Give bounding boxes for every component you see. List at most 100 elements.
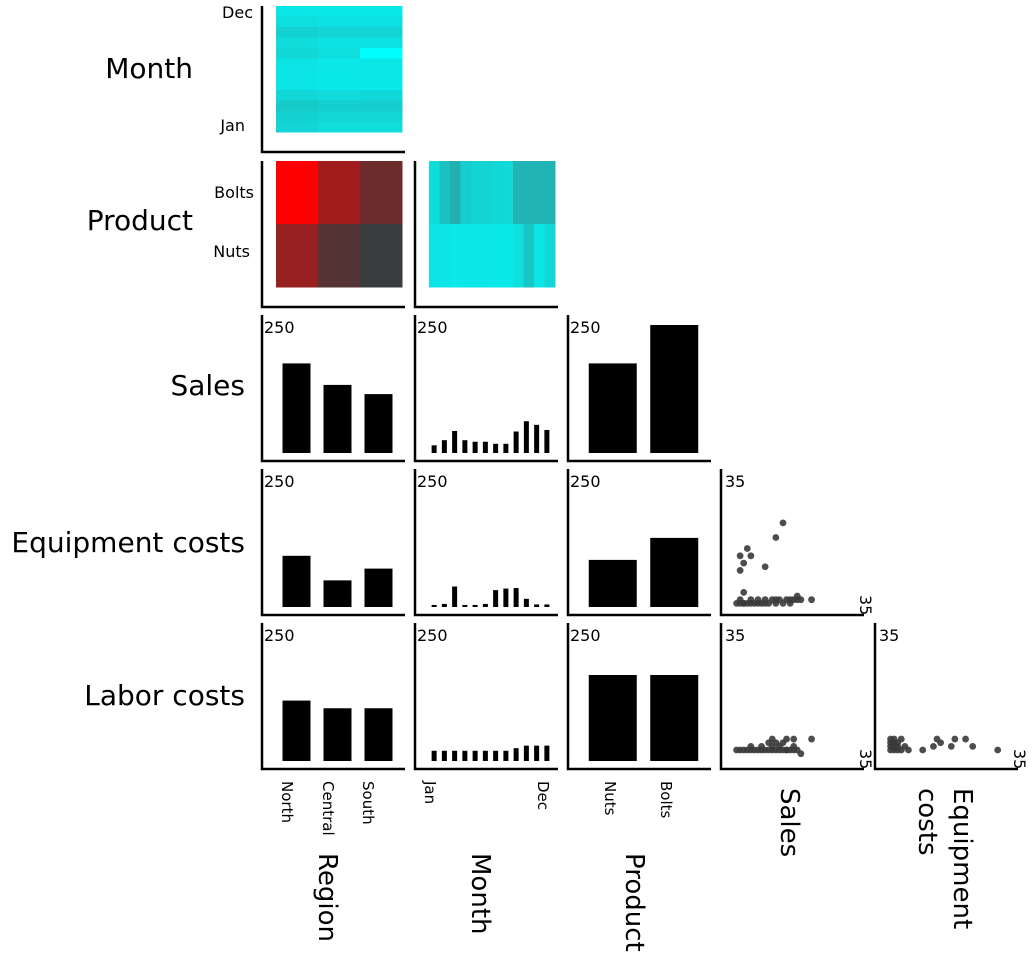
heatmap-month-region-cell <box>360 90 403 101</box>
heatmap-month-region-cell <box>276 79 319 91</box>
heatmap-month-region-cell <box>318 100 361 112</box>
scatter-equipment-labor-axes <box>873 623 1018 771</box>
bar-labor-month-bar <box>534 745 540 761</box>
col-tick-region: Central <box>319 781 337 836</box>
scatter-sales-labor-point <box>747 742 755 750</box>
bar-sales-month-bar <box>544 429 550 453</box>
scatter-sales-equipment-point <box>761 599 769 607</box>
bar-labor-month-bar <box>513 748 519 761</box>
heatmap-month-region-cell <box>360 69 403 80</box>
heatmap-month-region-cell <box>318 121 361 133</box>
scatter-sales-equipment-point <box>747 552 755 560</box>
heatmap-product-tick-bolts: Bolts <box>214 183 254 202</box>
heatmap-product-month-cell <box>544 224 556 288</box>
scatter-equipment-labor-point <box>905 746 912 754</box>
heatmap-product-month-cell <box>460 161 472 225</box>
bar-sales-month-bar <box>472 441 478 453</box>
heatmap-month-region-cell <box>276 27 319 38</box>
heatmap-month-region-cell <box>360 100 403 112</box>
col-tick-month-jan: Jan <box>421 780 439 804</box>
col-label-month: Month <box>465 853 495 935</box>
bar-labor-month-bar <box>441 750 447 761</box>
heatmap-product-month-cell <box>450 224 461 288</box>
bar-equipment-month-axes <box>413 469 558 617</box>
bar-labor-product-bar <box>650 674 699 761</box>
scatter-sales-equipment-point <box>793 592 801 600</box>
scatter-equipment-labor-point <box>919 746 927 754</box>
heatmap-product-month-cell <box>481 161 493 225</box>
bar-labor-month-ytick: 250 <box>417 626 448 645</box>
scatter-equipment-labor-xtick: 35 <box>1010 749 1029 769</box>
bar-equipment-month-bar <box>441 603 447 607</box>
heatmap-month-region-cell <box>360 111 403 122</box>
scatter-equipment-labor-point <box>930 742 937 750</box>
bar-equipment-month-bar <box>523 598 529 607</box>
heatmap-product-month-cell <box>481 224 493 288</box>
bar-labor-month-bar <box>544 745 550 761</box>
bar-equipment-region-ytick: 250 <box>264 472 295 491</box>
scatter-sales-labor-point <box>808 735 815 743</box>
scatter-sales-labor-point <box>797 750 805 758</box>
scatter-sales-equipment-point <box>754 596 762 604</box>
scatter-sales-equipment-xtick: 35 <box>856 595 875 615</box>
bar-sales-month-ytick: 250 <box>417 318 448 337</box>
heatmap-month-region-cell <box>276 58 319 70</box>
bar-sales-region-bar <box>364 394 393 453</box>
bar-labor-month-bar <box>452 750 458 761</box>
heatmap-product-tick-nuts: Nuts <box>213 242 250 261</box>
heatmap-product-month-cell <box>429 161 440 225</box>
bar-labor-month-bar <box>482 750 488 761</box>
bar-sales-product-bar <box>650 325 699 453</box>
bar-sales-month-bar <box>452 430 458 453</box>
heatmap-product-region-cell <box>318 161 361 225</box>
heatmap-product-month-axes <box>413 161 558 309</box>
heatmap-product-region-cell <box>360 161 403 225</box>
bar-sales-product-bar <box>588 363 637 453</box>
bar-sales-month-bar <box>513 431 519 453</box>
bar-sales-month-bar <box>493 443 499 453</box>
scatter-sales-equipment-point <box>740 599 748 607</box>
scatter-sales-equipment-point <box>761 563 769 571</box>
bar-equipment-product-ytick: 250 <box>570 472 601 491</box>
row-label: Labor costs <box>84 679 245 712</box>
col-label-sales: Sales <box>774 788 804 857</box>
bar-labor-month-bar <box>431 750 437 761</box>
scatter-sales-equipment-point <box>786 596 794 604</box>
bar-labor-month-bar <box>493 750 499 761</box>
heatmap-product-month-cell <box>502 224 514 288</box>
bar-labor-region-bar <box>323 708 352 761</box>
heatmap-month-tick-jan: Jan <box>219 116 245 135</box>
bar-sales-month-bar <box>523 421 529 453</box>
bar-equipment-month-bar <box>544 604 550 607</box>
bar-labor-month-bar <box>462 750 468 761</box>
col-tick-product-nuts: Nuts <box>601 781 619 816</box>
heatmap-month-region-cell <box>276 100 319 112</box>
scatter-sales-labor-point <box>758 742 765 750</box>
bar-sales-month-bar <box>462 440 468 453</box>
heatmap-product-region-cell <box>318 224 361 288</box>
heatmap-product-month-cell <box>513 224 524 288</box>
bar-equipment-month-bar <box>482 603 488 607</box>
bar-sales-month-bar <box>534 424 540 453</box>
heatmap-month-region-cell <box>318 111 361 122</box>
scatter-sales-labor-axes <box>719 623 864 771</box>
bar-sales-month-bar <box>482 441 488 453</box>
scatter-equipment-labor-point <box>962 735 969 743</box>
col-label-product: Product <box>619 853 649 952</box>
scatter-equipment-labor-point <box>951 735 959 743</box>
bar-equipment-product-bar <box>650 537 699 607</box>
scatter-sales-labor-point <box>783 735 790 743</box>
heatmap-product-month-cell <box>471 224 482 288</box>
scatter-sales-equipment-point <box>740 559 748 567</box>
heatmap-product-region-cell <box>360 224 403 288</box>
col-label-equipment-costs-line2: costs <box>912 788 942 856</box>
scatter-sales-equipment-ytick: 35 <box>725 472 745 491</box>
scatter-sales-equipment-point <box>747 596 755 604</box>
row-label: Sales <box>170 369 245 402</box>
heatmap-month-region-cell <box>360 48 403 59</box>
heatmap-product-month-cell <box>460 224 472 288</box>
row-label: Month <box>105 52 193 85</box>
bar-labor-month-bar <box>503 750 509 761</box>
heatmap-product-month-cell <box>523 224 535 288</box>
